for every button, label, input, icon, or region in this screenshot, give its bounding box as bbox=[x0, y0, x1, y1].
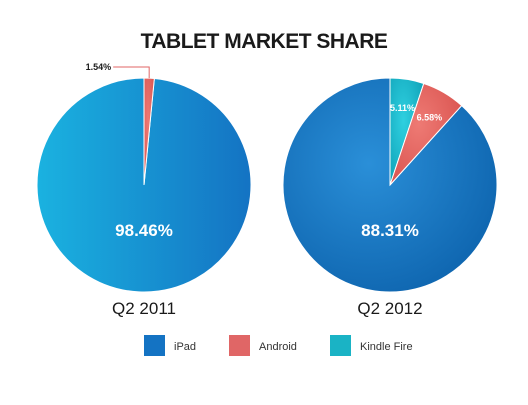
legend-item-kindle-fire: Kindle Fire bbox=[330, 335, 413, 356]
slice-label-ipad: 98.46% bbox=[115, 221, 173, 240]
legend-swatch bbox=[229, 335, 250, 356]
slice-label-ipad: 88.31% bbox=[361, 221, 419, 240]
chart-caption: Q2 2011 bbox=[112, 299, 176, 318]
legend-label: Kindle Fire bbox=[360, 341, 413, 353]
legend-swatch bbox=[330, 335, 351, 356]
slice-label-android: 6.58% bbox=[417, 113, 443, 123]
legend-item-android: Android bbox=[229, 335, 297, 356]
legend-item-ipad: iPad bbox=[144, 335, 196, 356]
legend: iPad Android Kindle Fire bbox=[144, 335, 413, 356]
pie-q2-2012: 88.31% 5.11%6.58% Q2 2012 bbox=[282, 77, 498, 318]
legend-swatch bbox=[144, 335, 165, 356]
legend-label: iPad bbox=[174, 341, 196, 353]
callout-line bbox=[113, 66, 150, 79]
slice-label-kindle-fire: 5.11% bbox=[390, 103, 415, 113]
pie-q2-2011: 98.46% 1.54% Q2 2011 bbox=[36, 62, 252, 318]
legend-label: Android bbox=[259, 341, 297, 353]
slice-android bbox=[389, 82, 463, 186]
slice-label-android: 1.54% bbox=[86, 62, 112, 72]
chart-caption: Q2 2012 bbox=[357, 299, 422, 318]
chart-title: TABLET MARKET SHARE bbox=[141, 30, 388, 53]
